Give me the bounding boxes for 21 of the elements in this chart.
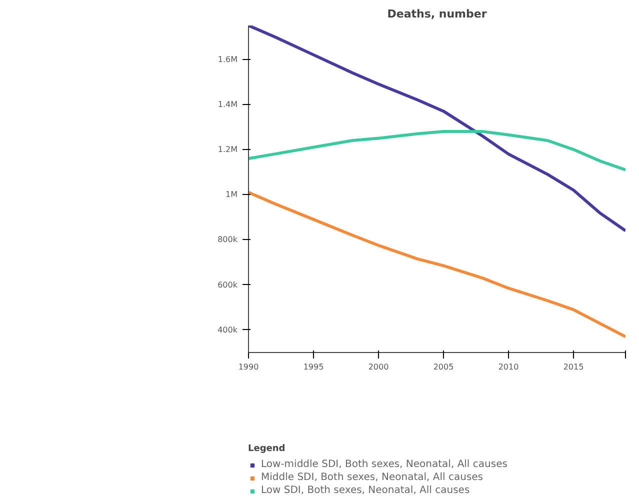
legend-title: Legend <box>248 444 286 454</box>
x-tick-label: 1995 <box>303 362 324 372</box>
legend-label: Middle SDI, Both sexes, Neonatal, All causes <box>261 472 484 483</box>
y-tick-label: 1M <box>226 190 238 200</box>
y-tick-label: 1.4M <box>218 100 238 109</box>
line-series <box>248 190 626 338</box>
y-tick-label: 600k <box>218 280 238 290</box>
x-tick-label: 1990 <box>238 362 259 372</box>
x-tick-label: 2015 <box>563 362 584 372</box>
legend-label: Low-middle SDI, Both sexes, Neonatal, All causes <box>261 459 508 470</box>
x-tick-label: 2010 <box>498 362 519 372</box>
x-tick-label: 2000 <box>368 362 389 372</box>
y-tick-label: 800k <box>218 235 238 244</box>
line-series <box>248 26 626 232</box>
legend-label: Low SDI, Both sexes, Neonatal, All causes <box>261 485 470 496</box>
y-tick-label: 1.2M <box>218 145 238 154</box>
y-tick-label: 400k <box>218 325 238 334</box>
x-tick-label: 2005 <box>433 362 454 372</box>
y-tick-label: 1.6M <box>218 54 238 64</box>
line-series <box>248 130 626 172</box>
chart-title: Deaths, number <box>387 8 488 20</box>
